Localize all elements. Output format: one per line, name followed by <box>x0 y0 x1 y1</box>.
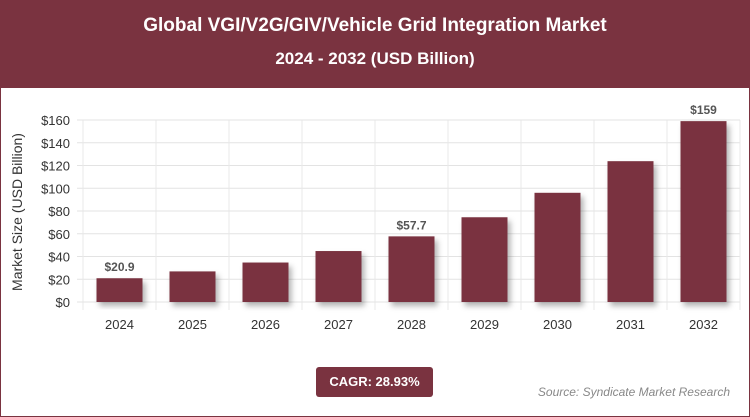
x-tick-label: 2025 <box>178 317 207 332</box>
x-tick-label: 2028 <box>397 317 426 332</box>
data-label: $57.7 <box>396 218 426 232</box>
bar-2024 <box>96 278 143 302</box>
y-tick-label: $120 <box>41 159 70 174</box>
data-label: $20.9 <box>104 260 134 274</box>
cagr-badge: CAGR: 28.93% <box>316 367 433 397</box>
y-tick-label: $160 <box>41 113 70 128</box>
y-tick-label: $20 <box>48 272 70 287</box>
y-tick-label: $80 <box>48 204 70 219</box>
x-tick-label: 2024 <box>105 317 134 332</box>
bar-2026 <box>242 262 289 302</box>
chart-title: Global VGI/V2G/GIV/Vehicle Grid Integrat… <box>143 15 607 36</box>
chart-header: Global VGI/V2G/GIV/Vehicle Grid Integrat… <box>1 1 749 88</box>
x-tick-label: 2031 <box>616 317 645 332</box>
bar-2025 <box>169 271 216 302</box>
x-tick-label: 2032 <box>689 317 718 332</box>
x-tick-label: 2029 <box>470 317 499 332</box>
bar-2028 <box>388 236 435 302</box>
y-tick-label: $0 <box>56 295 70 310</box>
bar-2031 <box>607 161 654 302</box>
data-label: $159 <box>690 103 717 117</box>
x-tick-label: 2030 <box>543 317 572 332</box>
y-tick-label: $100 <box>41 181 70 196</box>
bar-2032 <box>680 121 727 302</box>
bar-2027 <box>315 251 362 302</box>
x-tick-label: 2027 <box>324 317 353 332</box>
y-tick-label: $40 <box>48 250 70 265</box>
bar-2030 <box>534 192 581 302</box>
y-axis-label: Market Size (USD Billion) <box>9 133 25 291</box>
source-note: Source: Syndicate Market Research <box>537 385 730 399</box>
y-tick-label: $60 <box>48 227 70 242</box>
chart-subtitle: 2024 - 2032 (USD Billion) <box>275 49 475 68</box>
x-tick-label: 2026 <box>251 317 280 332</box>
bar-2029 <box>461 217 508 302</box>
y-tick-label: $140 <box>41 136 70 151</box>
